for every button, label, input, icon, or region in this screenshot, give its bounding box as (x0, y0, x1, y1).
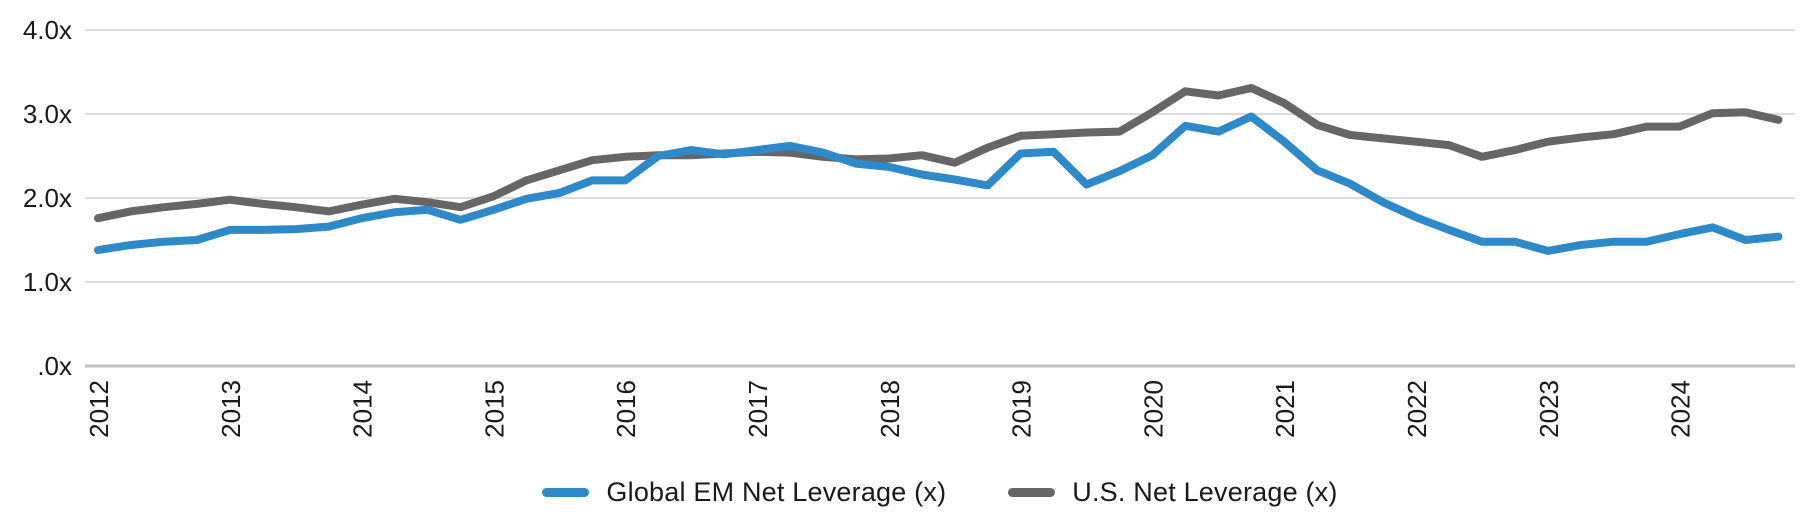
x-axis-tick-label: 2024 (1666, 380, 1696, 438)
x-axis-tick-label: 2020 (1138, 380, 1168, 438)
x-axis-tick-label: 2016 (611, 380, 641, 438)
x-axis-tick-label: 2019 (1007, 380, 1037, 438)
y-axis-tick-label: 1.0x (23, 267, 72, 297)
legend-label-us: U.S. Net Leverage (x) (1072, 476, 1338, 507)
global-em-net-leverage-line (94, 112, 1783, 255)
us-net-leverage-line (94, 84, 1783, 223)
y-axis-tick-label: 4.0x (23, 15, 72, 45)
y-axis-tick-label: .0x (37, 351, 72, 381)
x-axis-tick-label: 2017 (743, 380, 773, 438)
x-axis-tick-label: 2012 (84, 380, 114, 438)
legend-item-us: U.S. Net Leverage (x) (1008, 476, 1338, 507)
y-axis-tick-label: 3.0x (23, 99, 72, 129)
x-axis-tick-label: 2021 (1270, 380, 1300, 438)
x-axis-tick-label: 2015 (479, 380, 509, 438)
legend-label-global-em: Global EM Net Leverage (x) (606, 476, 947, 507)
x-axis-tick-label: 2023 (1534, 380, 1564, 438)
global-em-line-swatch-icon (542, 487, 590, 497)
x-axis-tick-label: 2013 (216, 380, 246, 438)
x-axis-tick-label: 2014 (348, 380, 378, 438)
x-axis-tick-label: 2018 (875, 380, 905, 438)
chart-legend: Global EM Net Leverage (x) U.S. Net Leve… (85, 472, 1795, 512)
us-line-swatch-icon (1008, 487, 1056, 497)
x-axis-tick-label: 2022 (1402, 380, 1432, 438)
y-axis-tick-label: 2.0x (23, 183, 72, 213)
legend-item-global-em: Global EM Net Leverage (x) (542, 476, 947, 507)
